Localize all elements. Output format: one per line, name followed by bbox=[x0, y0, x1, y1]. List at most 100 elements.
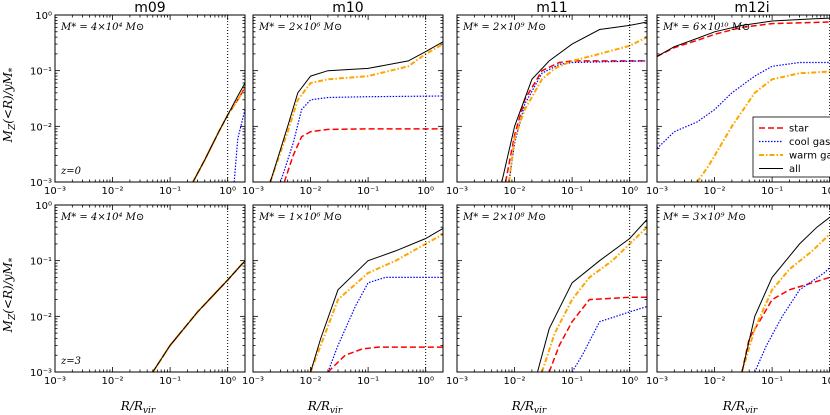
panel-frame bbox=[456, 14, 648, 183]
series-cool-line bbox=[279, 95, 443, 182]
series-all-line bbox=[501, 21, 647, 182]
panel-5: 10⁻³ 10⁻² 10⁻¹ 10⁰ 10⁻³ 10⁻² 10⁻¹ 10⁰ M* = 4×10⁴… bbox=[30, 201, 246, 387]
x-tick-label: 10⁻³ bbox=[44, 186, 66, 197]
x-tick-label: 10⁻² bbox=[504, 376, 526, 387]
panel-frame bbox=[656, 204, 830, 373]
y-axis-label-bottom: MZ(<R)/yM* bbox=[1, 257, 18, 333]
tick-marks bbox=[656, 14, 830, 183]
y-axis-labels: MZ(<R)/yM* MZ(<R)/yM* bbox=[1, 67, 18, 333]
x-tick-label: 10⁻² bbox=[300, 376, 322, 387]
column-title: m09 bbox=[134, 0, 165, 16]
tick-marks bbox=[252, 204, 444, 373]
series-cool-line bbox=[754, 266, 830, 372]
series-star-line bbox=[504, 60, 647, 182]
x-tick-label: 10⁻³ bbox=[242, 376, 264, 387]
x-tick-label: 10⁰ bbox=[417, 186, 434, 197]
series-warm-line bbox=[508, 36, 647, 182]
y-tick-label: 10⁰ bbox=[35, 11, 52, 22]
redshift-label: z=3 bbox=[60, 356, 81, 367]
series-warm-line bbox=[309, 233, 443, 372]
x-tick-label: 10⁰ bbox=[417, 376, 434, 387]
legend-label-cool: cool gas bbox=[789, 137, 830, 148]
x-tick-label: 10⁻² bbox=[704, 186, 726, 197]
series-warm-line bbox=[541, 226, 647, 372]
panel-frame bbox=[54, 204, 246, 373]
panel-4: 10⁻³ 10⁻² 10⁻¹ 10⁰ m12i M* = 6×10¹⁰ M⊙ star coo… bbox=[646, 0, 830, 197]
legend-label-all: all bbox=[789, 164, 801, 175]
stellar-mass-annotation: M* = 4×10⁴ M⊙ bbox=[60, 212, 144, 223]
panel-2: 10⁻³ 10⁻² 10⁻¹ 10⁰ m10 M* = 2×10⁶ M⊙ bbox=[242, 0, 444, 197]
panel-frame bbox=[252, 204, 444, 373]
x-tick-label: 10⁻¹ bbox=[159, 376, 181, 387]
series-star-line bbox=[741, 276, 830, 372]
series-star-line bbox=[657, 21, 830, 58]
x-axis-label-col1: R/Rvir bbox=[120, 399, 156, 415]
y-tick-label: 10⁻² bbox=[30, 312, 52, 323]
stellar-mass-annotation: M* = 2×10⁶ M⊙ bbox=[258, 22, 342, 33]
series-warm-line bbox=[696, 70, 830, 182]
series-star-line bbox=[283, 128, 443, 182]
series-all-line bbox=[152, 260, 245, 372]
legend: star cool gas warm gas all bbox=[752, 116, 830, 178]
x-tick-label: 10⁰ bbox=[821, 376, 830, 387]
series-star-line bbox=[548, 296, 647, 372]
panel-frame bbox=[252, 14, 444, 183]
x-tick-label: 10⁻¹ bbox=[357, 376, 379, 387]
series-cool-line bbox=[571, 305, 647, 372]
x-tick-label: 10⁰ bbox=[621, 376, 638, 387]
panel-8: 10⁻³ 10⁻² 10⁻¹ 10⁰ M* = 3×10⁹ M⊙ bbox=[646, 204, 830, 387]
stellar-mass-annotation: M* = 2×10⁹ M⊙ bbox=[462, 22, 546, 33]
panel-7: 10⁻³ 10⁻² 10⁻¹ 10⁰ M* = 2×10⁸ M⊙ bbox=[446, 204, 648, 387]
x-tick-label: 10⁻³ bbox=[44, 376, 66, 387]
legend-label-star: star bbox=[789, 124, 809, 135]
y-tick-label: 10⁰ bbox=[35, 201, 52, 212]
x-tick-label: 10⁻² bbox=[102, 186, 124, 197]
tick-marks bbox=[656, 204, 830, 373]
panel-3: 10⁻³ 10⁻² 10⁻¹ 10⁰ m11 M* = 2×10⁹ M⊙ bbox=[446, 0, 648, 197]
x-tick-label: 10⁻² bbox=[704, 376, 726, 387]
column-title: m12i bbox=[734, 0, 769, 16]
redshift-label: z=0 bbox=[60, 166, 82, 177]
x-tick-label: 10⁻¹ bbox=[357, 186, 379, 197]
series-cool-line bbox=[327, 276, 443, 372]
series-all-line bbox=[657, 17, 830, 57]
series-lines bbox=[151, 260, 245, 372]
series-cool-line bbox=[657, 61, 830, 149]
x-axis-label-col2: R/Rvir bbox=[307, 399, 343, 415]
stellar-mass-annotation: M* = 2×10⁸ M⊙ bbox=[462, 212, 546, 223]
series-lines bbox=[192, 82, 245, 182]
series-warm-line bbox=[741, 232, 830, 372]
x-tick-label: 10⁻³ bbox=[646, 376, 668, 387]
x-tick-label: 10⁻³ bbox=[242, 186, 264, 197]
series-lines bbox=[537, 219, 647, 372]
x-tick-label: 10⁻³ bbox=[446, 376, 468, 387]
x-tick-label: 10⁰ bbox=[621, 186, 638, 197]
tick-marks bbox=[54, 204, 246, 373]
series-star-line bbox=[327, 346, 443, 372]
legend-box bbox=[752, 116, 830, 178]
x-axis-label-col4: R/Rvir bbox=[722, 399, 758, 415]
series-warm-line bbox=[151, 260, 245, 372]
x-tick-label: 10⁻³ bbox=[646, 186, 668, 197]
stellar-mass-annotation: M* = 6×10¹⁰ M⊙ bbox=[662, 22, 750, 33]
x-tick-label: 10⁻¹ bbox=[761, 186, 783, 197]
panel-6: 10⁻³ 10⁻² 10⁻¹ 10⁰ M* = 1×10⁶ M⊙ bbox=[242, 204, 444, 387]
y-axis-label-top: MZ(<R)/yM* bbox=[1, 67, 18, 143]
x-axis-labels: R/Rvir R/Rvir R/Rvir R/Rvir bbox=[120, 399, 758, 415]
y-tick-label: 10⁻³ bbox=[30, 178, 52, 189]
series-lines bbox=[501, 21, 647, 182]
stellar-mass-annotation: M* = 3×10⁹ M⊙ bbox=[662, 212, 746, 223]
x-tick-label: 10⁰ bbox=[219, 376, 236, 387]
legend-label-warm: warm gas bbox=[789, 151, 830, 162]
panel-frame bbox=[54, 14, 246, 183]
x-tick-label: 10⁻¹ bbox=[561, 186, 583, 197]
y-tick-label: 10⁻¹ bbox=[30, 257, 52, 268]
series-all-line bbox=[269, 41, 443, 182]
panel-frame bbox=[656, 14, 830, 183]
y-tick-label: 10⁻² bbox=[30, 122, 52, 133]
stellar-mass-annotation: M* = 4×10⁴ M⊙ bbox=[60, 22, 144, 33]
x-tick-label: 10⁰ bbox=[219, 186, 236, 197]
x-axis-label-col3: R/Rvir bbox=[511, 399, 547, 415]
column-title: m11 bbox=[536, 0, 567, 16]
